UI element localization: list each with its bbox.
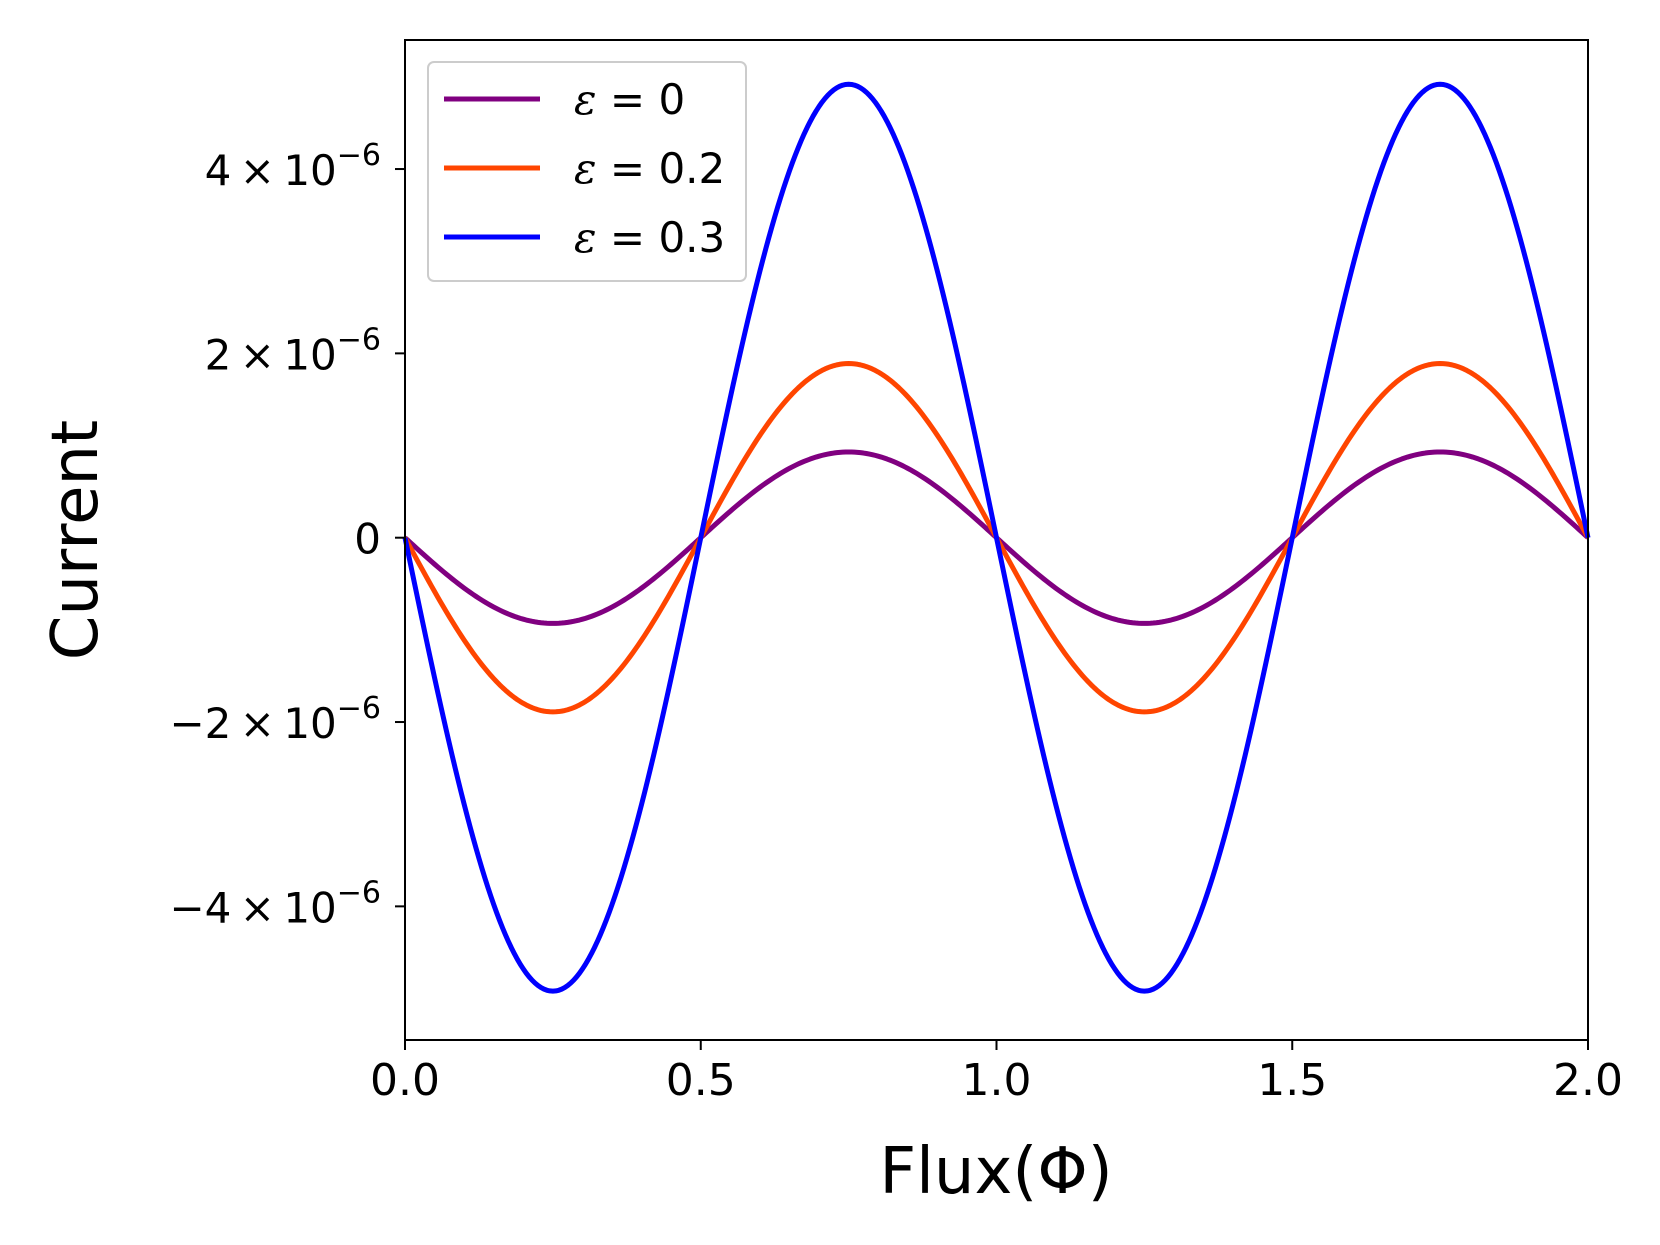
legend-box bbox=[427, 61, 747, 282]
y-tick-label: 4 × 10−6 bbox=[205, 138, 381, 195]
x-tick-label: 1.5 bbox=[1257, 1055, 1327, 1106]
x-tick-label: 1.0 bbox=[962, 1055, 1032, 1106]
y-tick-label: 2 × 10−6 bbox=[205, 322, 381, 379]
x-tick-label: 0.5 bbox=[666, 1055, 736, 1106]
x-tick-label: 2.0 bbox=[1553, 1055, 1623, 1106]
y-tick-label: −2 × 10−6 bbox=[169, 691, 381, 748]
y-tick-label: 0 bbox=[354, 515, 381, 564]
x-axis-label: Flux(Φ) bbox=[879, 1135, 1112, 1209]
x-axis: 0.0 0.5 1.0 1.5 2.0 bbox=[370, 1040, 1623, 1106]
x-tick-label: 0.0 bbox=[370, 1055, 440, 1106]
legend-label-2: ε = 0.3 bbox=[574, 213, 725, 262]
y-axis: −4 × 10−6 −2 × 10−6 0 2 × 10−6 4 × 10−6 bbox=[169, 138, 405, 932]
plot-lines bbox=[402, 81, 1591, 994]
y-tick-label: −4 × 10−6 bbox=[169, 875, 381, 932]
y-axis-label: Current bbox=[39, 420, 113, 660]
series-line-2 bbox=[402, 81, 1591, 994]
legend-label-1: ε = 0.2 bbox=[574, 144, 725, 193]
legend: ε = 0 ε = 0.2 ε = 0.3 bbox=[427, 61, 747, 282]
legend-label-0: ε = 0 bbox=[574, 75, 685, 124]
